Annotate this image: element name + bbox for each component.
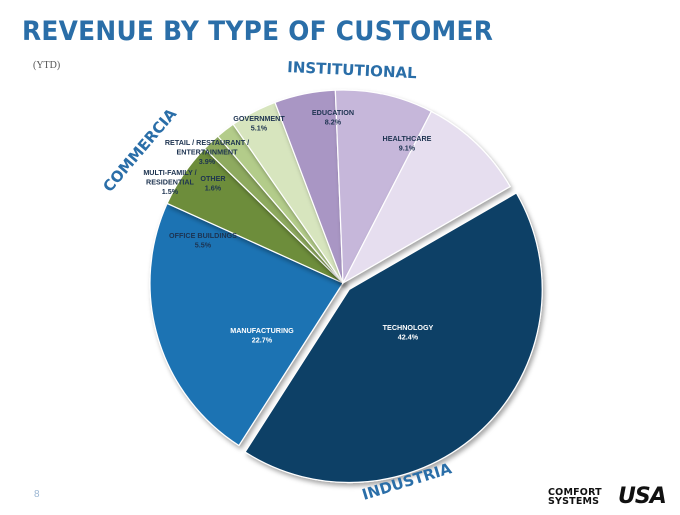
slice-label-government: GOVERNMENT 5.1% <box>233 114 285 133</box>
company-logo: COMFORT SYSTEMS USA <box>548 484 668 510</box>
slice-label-manufacturing: MANUFACTURING 22.7% <box>230 326 294 345</box>
slice-label-education: EDUCATION 8.2% <box>312 108 354 127</box>
page-number: 8 <box>34 489 40 500</box>
slice-technology <box>244 192 543 484</box>
slice-healthcare <box>341 110 511 285</box>
chart-title: REVENUE BY TYPE OF CUSTOMER <box>22 16 494 47</box>
slice-label-other: OTHER 1.6% <box>200 174 226 193</box>
group-label-commercial: COMMERCIAL <box>0 0 180 196</box>
slice-education <box>334 89 433 286</box>
chart-subtitle: (YTD) <box>33 60 61 71</box>
slice-label-multi-family-residential: MULTI-FAMILY / RESIDENTIAL 1.5% <box>143 168 196 196</box>
slice-label-healthcare: HEALTHCARE 9.1% <box>383 134 432 153</box>
slice-manufacturing <box>149 202 344 447</box>
pie-slices <box>149 89 543 484</box>
slice-label-retail-restaurant-entertainment: RETAIL / RESTAURANT / ENTERTAINMENT 3.9% <box>165 138 249 166</box>
logo-line-1: COMFORT <box>548 487 602 498</box>
logo-mark: USA <box>618 484 667 509</box>
slice-label-office-buildings: OFFICE BUILDINGS 5.5% <box>169 231 237 250</box>
group-label-institutional: INSTITUTIONAL <box>287 58 418 82</box>
pie-slice-labels: TECHNOLOGY 42.4% MANUFACTURING 22.7% OFFICE … <box>143 108 433 345</box>
slice-label-technology: TECHNOLOGY 42.4% <box>383 323 434 342</box>
logo-line-2: SYSTEMS <box>548 496 600 507</box>
